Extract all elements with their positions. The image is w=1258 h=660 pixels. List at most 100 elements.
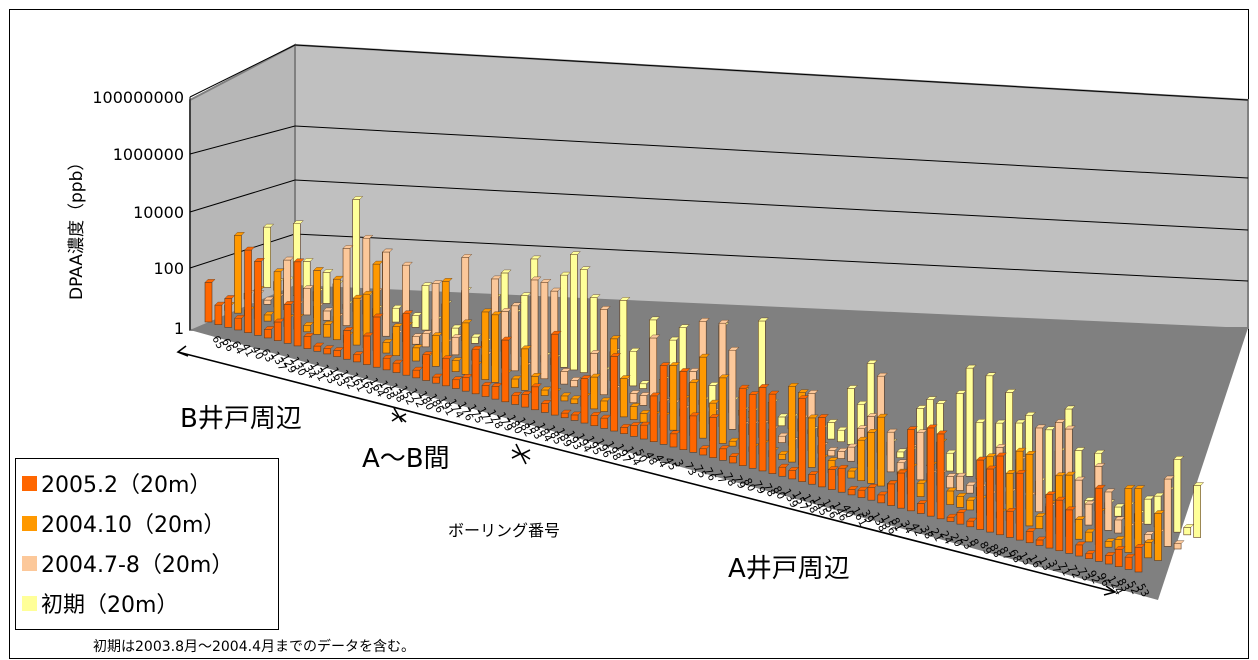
- bar: [818, 417, 826, 488]
- x-tick-label: 96: [1095, 571, 1112, 589]
- bar-top: [500, 269, 512, 274]
- bar-top: [976, 456, 988, 461]
- x-tick-label: 79: [751, 479, 768, 496]
- bar-top: [1025, 451, 1037, 455]
- x-tick-label: 48: [642, 450, 659, 467]
- bar: [1114, 506, 1122, 517]
- bar: [966, 484, 974, 494]
- gridline: [294, 233, 1249, 282]
- bar: [579, 269, 588, 373]
- bar: [421, 285, 430, 331]
- bar: [1055, 499, 1064, 552]
- bar: [570, 398, 579, 404]
- bar-top: [1134, 544, 1146, 548]
- bar: [956, 512, 965, 525]
- bar-top: [659, 362, 671, 366]
- bar: [530, 279, 539, 377]
- bar: [877, 494, 886, 504]
- bar: [728, 440, 737, 447]
- bar: [560, 274, 568, 368]
- y-tick-label: 100000000: [92, 88, 184, 107]
- bar: [827, 422, 835, 440]
- bar: [1114, 519, 1123, 534]
- bar-top: [877, 413, 889, 418]
- bar: [382, 357, 391, 371]
- bar: [1085, 553, 1093, 560]
- bar-top: [382, 355, 394, 359]
- bar-top: [629, 390, 641, 394]
- bar: [847, 470, 856, 479]
- bar: [540, 389, 549, 396]
- bar-top: [530, 276, 542, 281]
- legend-label: 初期（20m）: [41, 593, 179, 618]
- bar: [590, 414, 599, 427]
- legend-label: 2005.2（20m）: [41, 473, 212, 498]
- bar-top: [510, 302, 522, 306]
- bar: [629, 350, 638, 387]
- bar: [599, 308, 608, 396]
- bar-top: [471, 345, 483, 350]
- bar-top: [530, 373, 542, 377]
- bar-top: [827, 419, 839, 423]
- bar-top: [1094, 450, 1106, 454]
- bar: [630, 425, 638, 437]
- bar: [1163, 478, 1172, 547]
- bar: [619, 378, 628, 418]
- bar-top: [421, 282, 433, 286]
- bar-top: [619, 297, 631, 301]
- bar: [956, 495, 964, 508]
- bar: [689, 415, 698, 453]
- bar: [946, 490, 955, 505]
- bar: [788, 385, 796, 463]
- bar: [590, 376, 598, 410]
- bar-top: [1163, 475, 1175, 480]
- bar: [777, 416, 786, 427]
- region-label-b-well: B井戸周辺: [180, 404, 302, 434]
- bar: [916, 432, 925, 481]
- bar: [570, 380, 578, 388]
- bar: [1105, 555, 1113, 565]
- bar-top: [599, 306, 611, 310]
- bar-top: [491, 311, 503, 315]
- bar: [827, 450, 836, 457]
- y-tick-label: 1: [174, 319, 184, 338]
- bar-top: [847, 486, 859, 490]
- bar: [877, 416, 885, 487]
- bar-top: [1064, 425, 1076, 430]
- bar: [491, 314, 499, 383]
- bar-top: [1193, 482, 1205, 486]
- x-tick-label: 80: [770, 484, 787, 501]
- region-arrows: [176, 345, 1117, 596]
- x-tick-label: 89: [977, 540, 994, 557]
- bar: [550, 333, 559, 416]
- bar: [1183, 527, 1192, 536]
- bar-top: [1075, 541, 1087, 546]
- legend-item: 2004.7-8（20m）: [22, 543, 272, 583]
- bar: [481, 311, 490, 380]
- bar-top: [352, 196, 364, 200]
- bar: [827, 469, 836, 490]
- bar: [1045, 494, 1054, 549]
- bar: [1124, 556, 1133, 570]
- bar-top: [619, 375, 631, 379]
- bar: [629, 393, 638, 404]
- bar-top: [1134, 485, 1146, 489]
- bar-top: [412, 344, 424, 349]
- bar: [263, 226, 271, 288]
- bar: [391, 307, 400, 323]
- bar: [353, 354, 361, 363]
- bar: [778, 453, 786, 460]
- x-tick-label: 40: [249, 344, 266, 361]
- bar: [738, 387, 747, 466]
- bar: [926, 427, 935, 517]
- bar-top: [827, 447, 839, 451]
- legend-label: 2004.7-8（20m）: [41, 553, 234, 578]
- legend-item: 2005.2（20m）: [22, 463, 272, 503]
- bar-top: [302, 258, 314, 262]
- bar-top: [343, 327, 354, 331]
- bar: [451, 337, 460, 356]
- bar-top: [956, 509, 968, 513]
- x-tick-label: 87: [997, 545, 1014, 562]
- bar-top: [995, 444, 1007, 448]
- bar: [1173, 543, 1182, 550]
